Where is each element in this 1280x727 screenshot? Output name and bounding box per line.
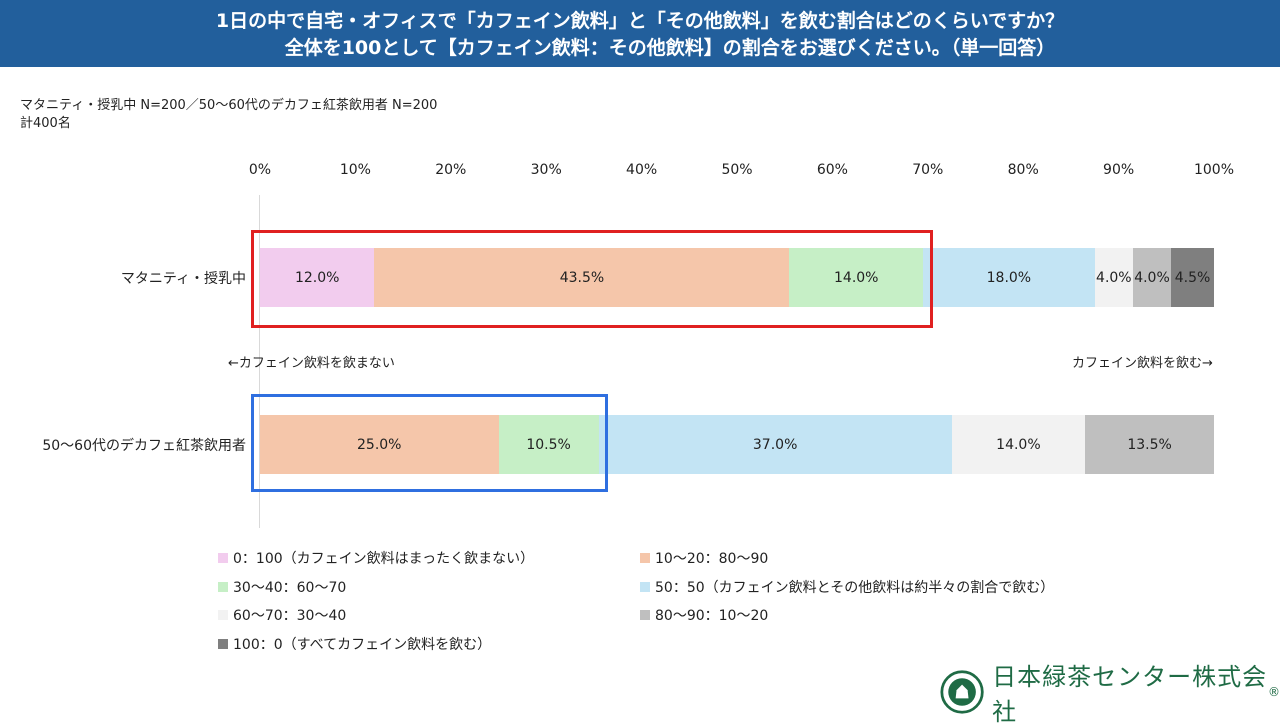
legend-item: 50：50（カフェイン飲料とその他飲料は約半々の割合で飲む） [640,577,1054,597]
data-label: 14.0% [834,269,879,286]
legend-swatch [218,638,228,649]
bar-segment: 18.0% [923,248,1095,307]
company-logo: 日本緑茶センター株式会社 ® [940,657,1280,727]
x-tick-label: 70% [912,162,944,178]
data-label: 10.5% [526,436,571,453]
legend-item: 10～20：80～90 [640,548,768,568]
legend-item: 60～70：30～40 [218,605,346,625]
teapot-emblem-icon [940,670,984,714]
annotation-left: ←カフェイン飲料を飲まない [228,356,395,371]
legend-label: 10～20：80～90 [655,551,769,567]
page-header: 1日の中で自宅・オフィスで「カフェイン飲料」と「その他飲料」を飲む割合はどのくら… [0,0,1280,67]
legend-swatch [640,581,650,592]
data-label: 4.0% [1134,269,1170,286]
bar-segment: 14.0% [789,248,924,307]
legend-swatch [640,553,650,563]
bar-segment: 12.0% [260,248,375,307]
bar-segment: 4.5% [1171,248,1214,307]
registered-mark: ® [1268,685,1280,699]
data-label: 12.0% [294,269,340,286]
highlight-box-blue [251,394,608,492]
x-tick-label: 40% [626,162,658,178]
bar-segment: 13.5% [1085,415,1214,474]
x-tick-label: 90% [1103,162,1135,178]
data-label: 37.0% [752,436,798,453]
x-tick-label: 60% [816,162,848,178]
legend-label: 0：100（カフェイン飲料はまったく飲まない） [233,551,535,567]
category-label: マタニティ・授乳中 [120,271,246,287]
title-line-2: 全体を100として【カフェイン飲料：その他飲料】の割合をお選びください。（単一回… [284,37,1056,59]
legend-item: 0：100（カフェイン飲料はまったく飲まない） [218,548,534,568]
sample-total: 計400名 [20,116,71,131]
legend-label: 30～40：60～70 [233,579,347,596]
bar-segment: 43.5% [374,248,790,307]
bar-segment: 25.0% [260,415,499,474]
x-tick-label: 80% [1007,162,1039,178]
highlight-box-red [251,230,933,328]
company-name: 日本緑茶センター株式会社 [992,663,1268,726]
sample-note: マタニティ・授乳中 N=200／50～60代のデカフェ紅茶飲用者 N=200 [20,98,438,113]
data-label: 18.0% [986,269,1032,286]
title-line-1: 1日の中で自宅・オフィスで「カフェイン飲料」と「その他飲料」を飲む割合はどのくら… [215,10,1065,32]
data-label: 14.0% [996,436,1041,453]
legend-item: 80～90：10～20 [640,605,768,625]
annotation-right: カフェイン飲料を飲む→ [1072,356,1213,371]
x-tick-label: 30% [530,162,562,178]
bar-segment: 4.0% [1094,248,1133,307]
legend-label: 60～70：30～40 [233,608,347,624]
legend-label: 80～90：10～20 [655,608,769,624]
x-tick-label: 0% [248,162,272,178]
legend-item: 30～40：60～70 [218,577,346,597]
data-label: 43.5% [559,269,605,286]
category-label: 50～60代のデカフェ紅茶飲用者 [42,438,246,454]
bar-segment: 37.0% [598,415,952,474]
data-label: 13.5% [1127,436,1172,453]
data-label: 4.0% [1096,269,1132,286]
legend-swatch [218,581,228,592]
y-axis-line [259,195,260,528]
x-tick-label: 100% [1193,162,1235,178]
legend-item: 100：0（すべてカフェイン飲料を飲む） [218,634,491,654]
bar-segment: 10.5% [498,415,599,474]
x-tick-label: 50% [721,162,753,178]
legend-swatch [218,553,228,563]
legend-swatch [218,610,228,620]
legend-swatch [640,610,650,620]
data-label: 25.0% [357,436,402,453]
bar-segment: 14.0% [951,415,1086,474]
x-tick-label: 20% [435,162,467,178]
bar-segment: 4.0% [1132,248,1172,307]
legend-label: 100：0（すべてカフェイン飲料を飲む） [233,636,492,653]
data-label: 4.5% [1174,269,1211,286]
x-tick-label: 10% [339,162,371,178]
legend-label: 50：50（カフェイン飲料とその他飲料は約半々の割合で飲む） [655,579,1055,596]
